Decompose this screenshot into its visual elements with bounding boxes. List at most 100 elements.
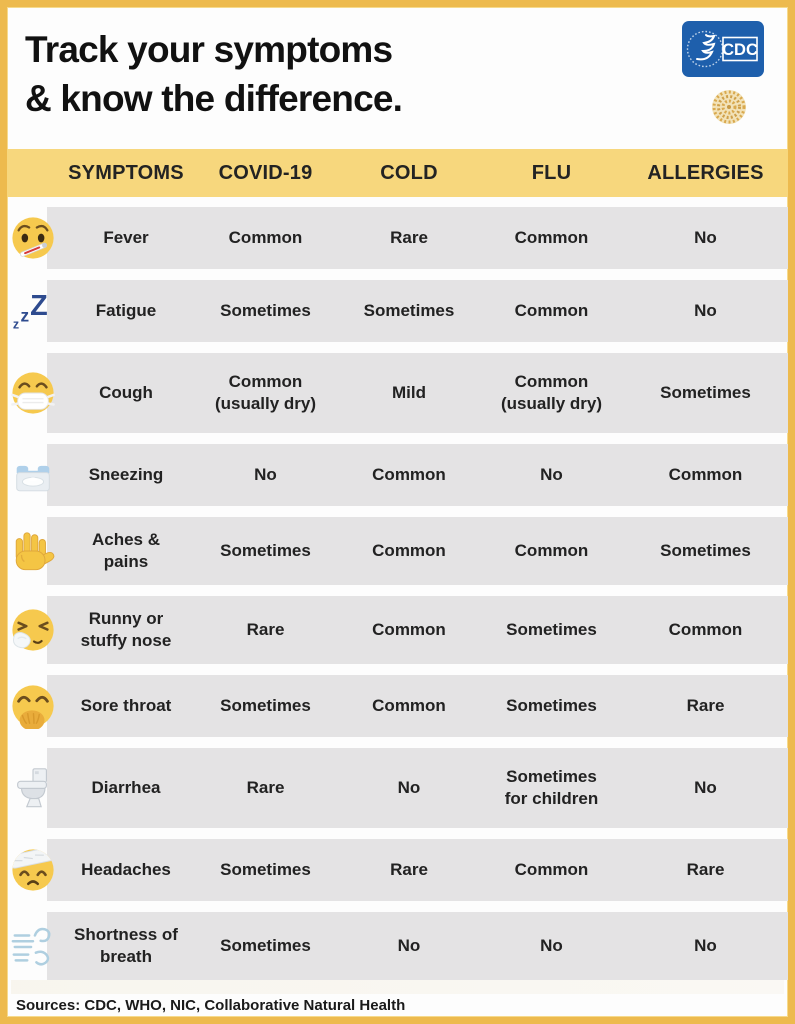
covid19-value: Common bbox=[228, 227, 303, 247]
cold-value: Common bbox=[372, 464, 446, 484]
table-row: Headaches Sometimes Rare Common Rare bbox=[7, 839, 788, 901]
cough-mask-face-icon bbox=[10, 370, 56, 416]
table-row: Shortness of breath Sometimes No No No bbox=[7, 912, 788, 980]
symptom-icon-cell bbox=[7, 683, 59, 729]
symptom-label: Sneezing bbox=[88, 464, 164, 484]
cold-value: Rare bbox=[390, 859, 428, 879]
column-header-cold: COLD bbox=[380, 161, 438, 184]
allergies-value: Sometimes bbox=[660, 540, 751, 560]
symptom-rows: Fever Common Rare Common No z z Z Fatigu… bbox=[7, 207, 788, 980]
cold-value: Rare bbox=[390, 227, 428, 247]
covid19-value: Rare bbox=[246, 619, 285, 639]
cold-value: No bbox=[397, 935, 421, 955]
cold-value: No bbox=[397, 777, 421, 797]
table-row: Sore throat Sometimes Common Sometimes R… bbox=[7, 675, 788, 737]
symptom-icon-cell bbox=[7, 923, 59, 969]
flu-value: Sometimes for children bbox=[504, 766, 599, 808]
flu-value: Sometimes bbox=[506, 619, 597, 639]
svg-text:z: z bbox=[21, 306, 30, 326]
symptom-label: Headaches bbox=[81, 859, 171, 879]
logo-group: CDC CDC bbox=[682, 21, 764, 128]
flu-value: Common bbox=[514, 540, 589, 560]
column-header-flu: FLU bbox=[531, 161, 572, 184]
cold-value: Common bbox=[372, 540, 446, 560]
symptom-label: Shortness of breath bbox=[74, 924, 178, 966]
allergies-value: Rare bbox=[686, 695, 725, 715]
symptom-icon-cell: z z Z bbox=[7, 288, 59, 334]
cold-value: Sometimes bbox=[363, 300, 455, 320]
title-line-2: & know the difference. bbox=[25, 78, 403, 120]
table-row: Sneezing No Common No Common bbox=[7, 444, 788, 506]
symptom-label: Sore throat bbox=[80, 695, 172, 715]
allergies-value: No bbox=[694, 935, 717, 955]
footer-ghost-strip bbox=[11, 980, 784, 994]
cold-value: Common bbox=[372, 695, 446, 715]
flu-value: Common bbox=[514, 859, 589, 879]
symptom-label: Diarrhea bbox=[91, 777, 161, 797]
diarrhea-toilet-icon bbox=[10, 765, 56, 811]
allergies-value: Rare bbox=[686, 859, 725, 879]
allergies-value: No bbox=[694, 777, 717, 797]
covid19-value: Sometimes bbox=[220, 695, 311, 715]
covid19-value: No bbox=[254, 464, 277, 484]
page-title: Track your symptoms & know the difference… bbox=[25, 25, 770, 123]
cdc-logo: CDC CDC bbox=[682, 21, 764, 77]
symptom-label: Fever bbox=[103, 227, 149, 247]
fever-face-thermometer-icon bbox=[10, 215, 56, 261]
flu-value: Common (usually dry) bbox=[500, 371, 603, 413]
shortness-of-breath-wind-icon bbox=[10, 923, 56, 969]
flu-value: Sometimes bbox=[506, 695, 597, 715]
allergies-value: No bbox=[694, 300, 717, 320]
gold-dotted-seal-icon bbox=[708, 86, 750, 128]
sore-throat-yawning-face-icon bbox=[10, 683, 56, 729]
allergies-value: Common bbox=[668, 464, 743, 484]
symptom-icon-cell bbox=[7, 370, 59, 416]
svg-text:Z: Z bbox=[30, 290, 48, 322]
runny-nose-sneezing-face-icon bbox=[10, 607, 56, 653]
column-header-covid19: COVID-19 bbox=[218, 161, 313, 184]
symptom-icon-cell bbox=[7, 765, 59, 811]
cold-value: Common bbox=[372, 619, 446, 639]
symptom-icon-cell bbox=[7, 607, 59, 653]
flu-value: Common bbox=[514, 300, 589, 320]
covid19-value: Rare bbox=[246, 777, 285, 797]
covid19-value: Sometimes bbox=[220, 859, 311, 879]
table-row: Runny or stuffy nose Rare Common Sometim… bbox=[7, 596, 788, 664]
flu-value: Common bbox=[514, 227, 589, 247]
allergies-value: Common bbox=[668, 619, 743, 639]
cdc-logo-text: CDC bbox=[722, 41, 758, 59]
symptom-icon-cell bbox=[7, 452, 59, 498]
allergies-value: Sometimes bbox=[660, 382, 751, 402]
fatigue-zzz-icon: z z Z bbox=[10, 288, 56, 334]
cold-value: Mild bbox=[392, 382, 426, 402]
sneezing-tissue-box-icon bbox=[10, 452, 56, 498]
table-row: z z Z Fatigue Sometimes Sometimes Common… bbox=[7, 280, 788, 342]
symptom-label: Aches & pains bbox=[91, 529, 161, 571]
flu-value: No bbox=[540, 935, 563, 955]
sources-text: Sources: CDC, WHO, NIC, Collaborative Na… bbox=[16, 997, 406, 1014]
covid19-value: Common (usually dry) bbox=[214, 371, 317, 413]
table-header-row: SYMPTOMS COVID-19 COLD FLU ALLERGIES bbox=[7, 149, 788, 197]
symptom-icon-cell bbox=[7, 215, 59, 261]
covid19-value: Sometimes bbox=[220, 300, 311, 320]
headache-bandaged-face-icon bbox=[10, 847, 56, 893]
title-section: Track your symptoms & know the difference… bbox=[7, 7, 788, 145]
table-row: Diarrhea Rare No Sometimes for children … bbox=[7, 748, 788, 828]
footer: Sources: CDC, WHO, NIC, Collaborative Na… bbox=[7, 980, 788, 1017]
table-row: Aches & pains Sometimes Common Common So… bbox=[7, 517, 788, 585]
aches-raised-hand-icon bbox=[10, 528, 56, 574]
svg-text:z: z bbox=[13, 317, 19, 331]
table-row: Fever Common Rare Common No bbox=[7, 207, 788, 269]
column-header-symptoms: SYMPTOMS bbox=[68, 161, 184, 184]
allergies-value: No bbox=[694, 227, 717, 247]
covid19-value: Sometimes bbox=[220, 935, 311, 955]
symptom-icon-cell bbox=[7, 528, 59, 574]
title-line-1: Track your symptoms bbox=[25, 29, 393, 70]
column-header-allergies: ALLERGIES bbox=[647, 161, 764, 184]
symptom-label: Fatigue bbox=[95, 300, 157, 320]
symptom-icon-cell bbox=[7, 847, 59, 893]
symptom-label: Cough bbox=[99, 382, 153, 402]
flu-value: No bbox=[540, 464, 563, 484]
covid19-value: Sometimes bbox=[220, 540, 311, 560]
